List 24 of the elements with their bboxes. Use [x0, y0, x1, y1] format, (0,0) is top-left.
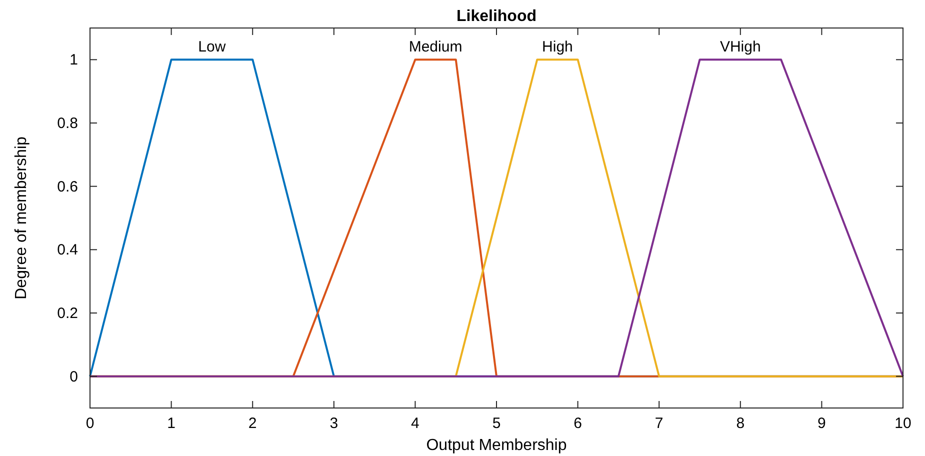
x-tick-label: 8	[736, 415, 745, 432]
x-tick-label: 0	[86, 415, 94, 432]
x-tick-label: 3	[330, 415, 338, 432]
x-tick-label: 5	[492, 415, 501, 432]
x-tick-label: 1	[167, 415, 176, 432]
y-tick-label: 0.2	[57, 305, 78, 322]
x-tick-label: 2	[248, 415, 257, 432]
y-axis-title: Degree of membership	[13, 136, 30, 300]
series-label: VHigh	[720, 38, 761, 56]
x-tick-label: 7	[654, 415, 664, 432]
y-tick-label: 0	[70, 368, 78, 386]
y-tick-label: 0.8	[57, 115, 78, 132]
x-tick-label: 4	[411, 415, 420, 432]
series-label: Low	[198, 38, 226, 56]
x-tick-label: 9	[818, 415, 826, 432]
y-tick-label: 0.6	[57, 178, 78, 196]
x-tick-label: 10	[894, 415, 912, 432]
series-label: High	[542, 38, 573, 56]
x-tick-label: 6	[574, 415, 582, 432]
y-tick-label: 0.4	[57, 242, 78, 259]
chart-title: Likelihood	[456, 8, 536, 25]
series-label: Medium	[408, 38, 462, 56]
y-tick-label: 1	[70, 52, 78, 69]
x-axis-title: Output Membership	[426, 437, 567, 454]
